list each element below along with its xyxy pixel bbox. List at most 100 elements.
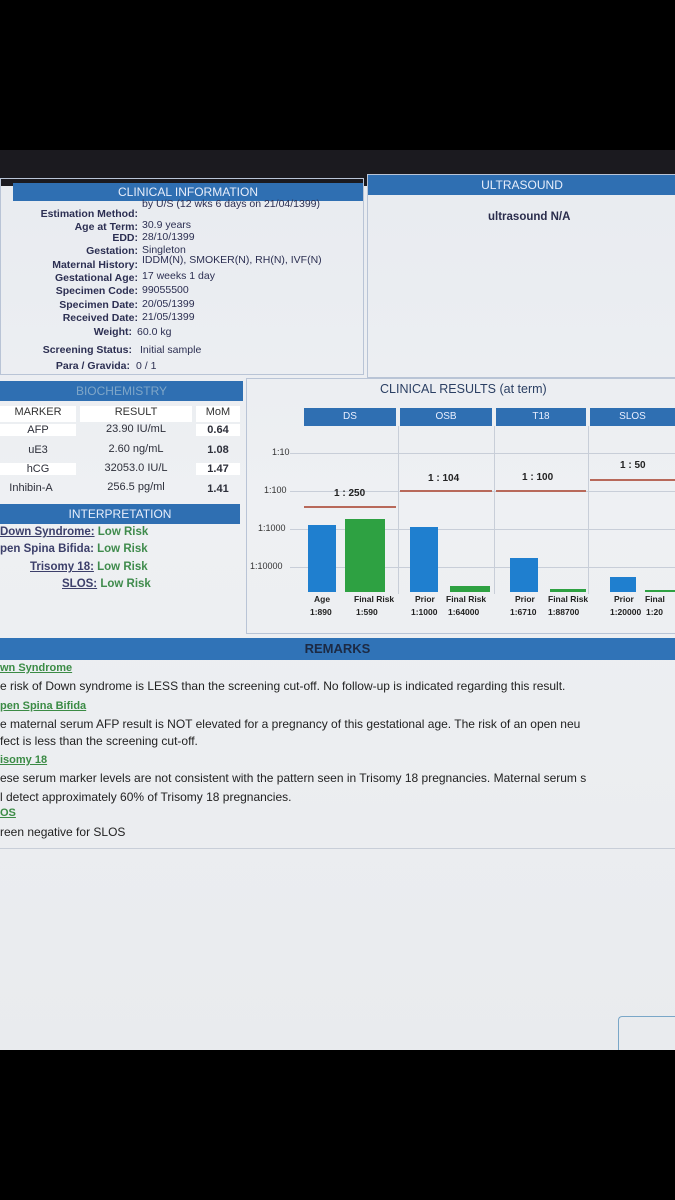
bar-t18-final: [550, 589, 586, 592]
xlabel-slos-final: Final: [645, 594, 665, 604]
biochem-title: BIOCHEMISTRY: [0, 381, 243, 401]
value-weight: 60.0 kg: [137, 326, 172, 338]
interp-ds-label: Down Syndrome:: [0, 526, 95, 538]
chart-title: CLINICAL RESULTS (at term): [380, 382, 547, 396]
ultrasound-title: ULTRASOUND: [368, 175, 675, 195]
ultrasound-text: ultrasound N/A: [488, 211, 571, 223]
bar-osb-prior: [410, 527, 438, 592]
value-maternal-history: IDDM(N), SMOKER(N), RH(N), IVF(N): [142, 254, 322, 266]
ytick-4: 1:10000: [250, 561, 283, 571]
interp-ds-value: Low Risk: [97, 526, 149, 538]
xlabel-osb-prior: Prior: [415, 594, 435, 604]
ytick-3: 1:1000: [258, 523, 286, 533]
remark-osb-line-1: e maternal serum AFP result is NOT eleva…: [0, 717, 581, 731]
interpretation-title: INTERPRETATION: [0, 504, 240, 524]
label-weight: Weight:: [93, 326, 132, 338]
label-screening-status: Screening Status:: [42, 344, 132, 356]
remark-slos-heading: OS: [0, 807, 16, 819]
panel-divider-2: [494, 426, 495, 594]
label-para-gravida: Para / Gravida:: [55, 360, 130, 372]
remark-osb-heading: pen Spina Bifida: [0, 700, 87, 712]
value-screening-status: Initial sample: [140, 344, 202, 356]
chart-col-osb: OSB: [400, 408, 492, 426]
interp-spina-bifida: pen Spina Bifida: Low Risk: [0, 543, 148, 555]
cutoff-label-osb: 1 : 104: [428, 473, 460, 484]
biochem-mom-ue3: 1.08: [207, 444, 229, 456]
interp-slos: SLOS: Low Risk: [62, 578, 151, 590]
gridline-3: [290, 529, 675, 530]
remarks-divider: [0, 848, 675, 849]
label-estimation: Estimation Method:: [40, 208, 138, 220]
biochem-mom-afp: 0.64: [196, 424, 240, 436]
remark-t18-line-1: ese serum marker levels are not consiste…: [0, 771, 587, 785]
value-edd: 28/10/1399: [142, 231, 195, 243]
cutoff-line-osb: [400, 490, 492, 492]
biochem-result-inhibin: 256.5 pg/ml: [107, 481, 165, 493]
value-gestation: Singleton: [142, 244, 186, 256]
biochem-mom-inhibin: 1.41: [207, 483, 229, 495]
remark-osb-line-2: fect is less than the screening cut-off.: [0, 734, 198, 748]
remark-ds-heading: wn Syndrome: [0, 662, 73, 674]
xlabel-ds-final: Final Risk: [354, 594, 395, 604]
xvalue-osb-final: 1:64000: [448, 607, 480, 617]
xvalue-ds-age: 1:890: [310, 607, 332, 617]
ytick-1: 1:10: [272, 447, 290, 457]
remark-ds-line-1: e risk of Down syndrome is LESS than the…: [0, 679, 566, 693]
cutoff-line-ds: [304, 506, 396, 508]
xvalue-osb-prior: 1:1000: [411, 607, 438, 617]
xvalue-ds-final: 1:590: [356, 607, 378, 617]
cutoff-label-slos: 1 : 50: [620, 460, 646, 471]
interp-down-syndrome: Down Syndrome: Low Risk: [0, 526, 148, 538]
remark-slos-line-1: reen negative for SLOS: [0, 825, 126, 839]
xlabel-t18-prior: Prior: [515, 594, 535, 604]
stamp: [618, 1016, 675, 1050]
remarks-title: REMARKS: [0, 638, 675, 660]
cutoff-line-slos: [590, 479, 675, 481]
bar-ds-age: [308, 525, 336, 592]
chart-panel: [246, 378, 675, 634]
panel-divider-1: [398, 426, 399, 594]
bar-ds-final: [345, 519, 385, 592]
value-specimen-date: 20/05/1399: [142, 298, 195, 310]
cutoff-label-ds: 1 : 250: [334, 488, 366, 499]
label-received-date: Received Date:: [62, 312, 138, 324]
clinical-title: CLINICAL INFORMATION: [13, 183, 363, 201]
label-specimen-code: Specimen Code:: [55, 285, 138, 297]
remark-t18-heading: isomy 18: [0, 754, 48, 766]
chart-col-t18: T18: [496, 408, 586, 426]
remark-t18-line-2: l detect approximately 60% of Trisomy 18…: [0, 790, 292, 804]
xvalue-t18-final: 1:88700: [548, 607, 580, 617]
xvalue-slos-prior: 1:20000: [610, 607, 642, 617]
interp-t18-label: Trisomy 18:: [30, 561, 94, 573]
ultrasound-panel: ULTRASOUND ultrasound N/A: [367, 174, 675, 378]
label-gestational-age: Gestational Age:: [54, 272, 138, 284]
ytick-2: 1:100: [264, 485, 287, 495]
biochem-header-mom: MoM: [196, 406, 240, 422]
biochem-result-hcg: 32053.0 IU/L: [104, 462, 168, 474]
xlabel-t18-final: Final Risk: [548, 594, 589, 604]
label-age: Age at Term:: [74, 221, 138, 233]
biochem-header-result: RESULT: [80, 406, 192, 422]
interp-osb-value: Low Risk: [97, 543, 148, 555]
gridline-1: [290, 453, 675, 454]
label-gestation: Gestation:: [86, 245, 138, 257]
gridline-4: [290, 567, 675, 568]
biochem-marker-inhibin: Inhibin-A: [9, 482, 53, 494]
value-age: 30.9 years: [142, 219, 192, 231]
biochem-result-afp: 23.90 IU/mL: [106, 423, 166, 435]
value-estimation: by U/S (12 wks 6 days on 21/04/1399): [142, 198, 321, 210]
bar-slos-prior: [610, 577, 636, 592]
chart-col-slos: SLOS: [590, 408, 675, 426]
value-para-gravida: 0 / 1: [136, 360, 157, 372]
report-page: CLINICAL INFORMATION Estimation Method: …: [0, 150, 675, 1050]
bar-t18-prior: [510, 558, 538, 592]
xlabel-ds-age: Age: [314, 594, 331, 604]
interp-trisomy: Trisomy 18: Low Risk: [30, 561, 148, 573]
interp-t18-value: Low Risk: [97, 561, 148, 573]
biochem-marker-afp: AFP: [0, 424, 76, 436]
cutoff-line-t18: [496, 490, 586, 492]
bar-osb-final: [450, 586, 490, 592]
label-edd: EDD:: [112, 232, 138, 244]
clinical-panel: CLINICAL INFORMATION: [0, 178, 364, 375]
label-maternal-history: Maternal History:: [52, 259, 138, 271]
